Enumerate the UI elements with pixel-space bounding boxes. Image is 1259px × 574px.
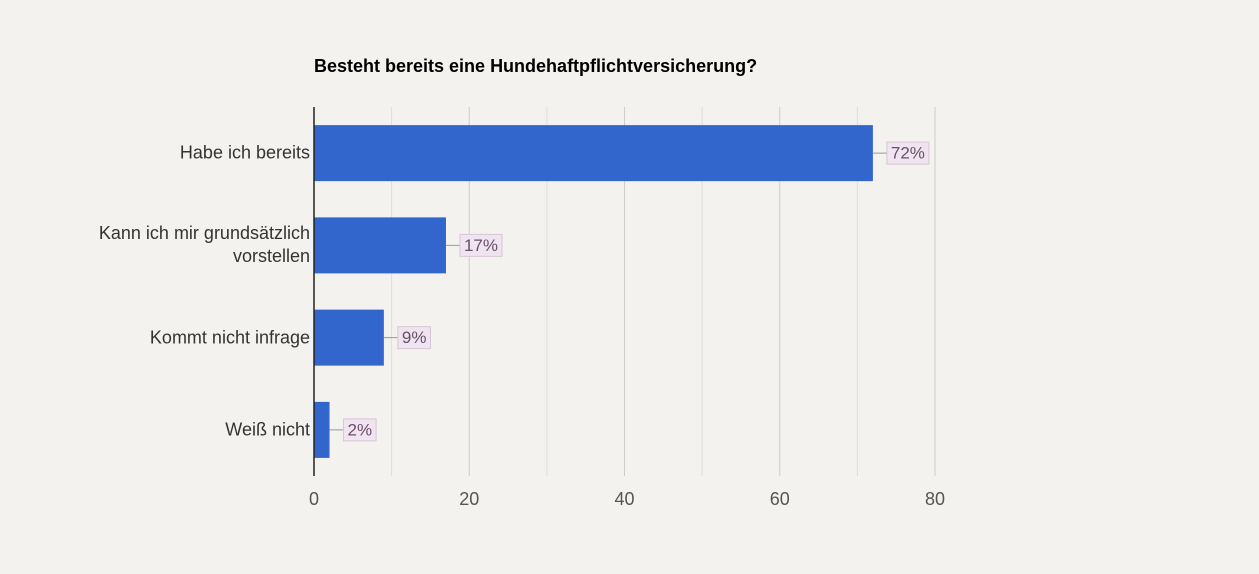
y-tick-label: Kommt nicht infrage [149, 327, 310, 348]
x-tick-label: 80 [925, 489, 945, 509]
y-tick-label: Habe ich bereits [179, 142, 310, 163]
x-tick-label: 0 [309, 489, 319, 509]
y-tick-label: Kann ich mir grundsätzlich vorstellen [98, 223, 310, 267]
bar [314, 125, 873, 182]
value-label-box [397, 326, 431, 350]
value-label: 17% [464, 236, 498, 255]
value-label: 2% [348, 420, 373, 439]
value-label-box [886, 141, 930, 165]
bar [314, 401, 330, 458]
x-tick-label: 20 [459, 489, 479, 509]
chart-title: Besteht bereits eine Hundehaftpflichtver… [314, 56, 757, 76]
x-tick-label: 60 [770, 489, 790, 509]
y-tick-label: Weiß nicht [225, 419, 310, 440]
value-label: 9% [402, 328, 427, 347]
x-tick-label: 40 [614, 489, 634, 509]
bar [314, 217, 446, 274]
value-label-box [343, 418, 377, 442]
value-label-box [459, 233, 503, 257]
bar [314, 309, 384, 366]
value-label: 72% [891, 144, 925, 163]
